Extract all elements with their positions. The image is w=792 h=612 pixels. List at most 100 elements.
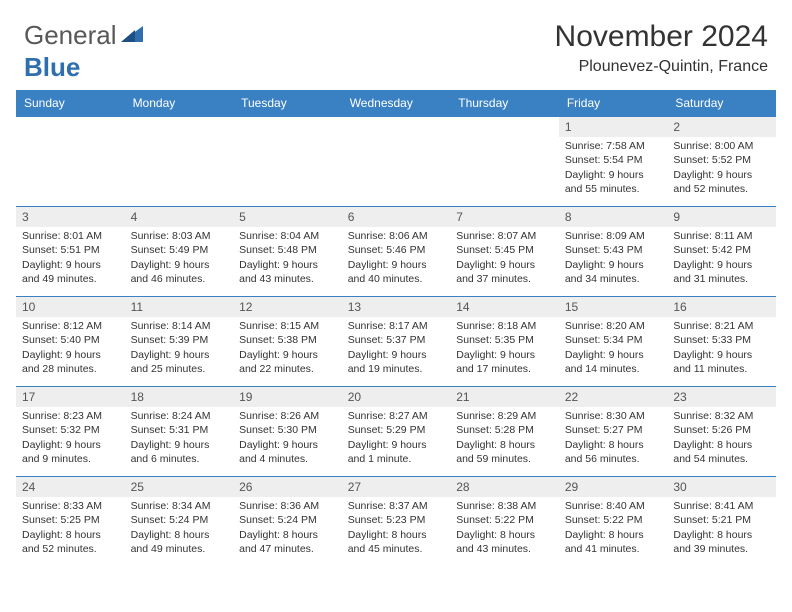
day-number: 15 [559, 297, 668, 317]
sunset-text: Sunset: 5:39 PM [131, 333, 228, 347]
day-number: 26 [233, 477, 342, 497]
day-number: 19 [233, 387, 342, 407]
day-number: 9 [667, 207, 776, 227]
day-number: 4 [125, 207, 234, 227]
calendar-day-cell: 12Sunrise: 8:15 AMSunset: 5:38 PMDayligh… [233, 297, 342, 387]
calendar-day-cell: 5Sunrise: 8:04 AMSunset: 5:48 PMDaylight… [233, 207, 342, 297]
sunrise-text: Sunrise: 8:17 AM [348, 319, 445, 333]
day-details: Sunrise: 8:30 AMSunset: 5:27 PMDaylight:… [559, 407, 668, 470]
sunset-text: Sunset: 5:28 PM [456, 423, 553, 437]
day-details: Sunrise: 8:20 AMSunset: 5:34 PMDaylight:… [559, 317, 668, 380]
sunset-text: Sunset: 5:27 PM [565, 423, 662, 437]
calendar-day-cell: 20Sunrise: 8:27 AMSunset: 5:29 PMDayligh… [342, 387, 451, 477]
calendar-day-cell: 11Sunrise: 8:14 AMSunset: 5:39 PMDayligh… [125, 297, 234, 387]
day-details: Sunrise: 8:11 AMSunset: 5:42 PMDaylight:… [667, 227, 776, 290]
day-number: 22 [559, 387, 668, 407]
sunset-text: Sunset: 5:40 PM [22, 333, 119, 347]
sunrise-text: Sunrise: 8:29 AM [456, 409, 553, 423]
daylight-text: Daylight: 9 hours and 55 minutes. [565, 168, 662, 196]
day-number: 24 [16, 477, 125, 497]
calendar-day-cell: 17Sunrise: 8:23 AMSunset: 5:32 PMDayligh… [16, 387, 125, 477]
sunset-text: Sunset: 5:34 PM [565, 333, 662, 347]
weekday-header: Thursday [450, 90, 559, 117]
daylight-text: Daylight: 8 hours and 43 minutes. [456, 528, 553, 556]
calendar-day-cell: 30Sunrise: 8:41 AMSunset: 5:21 PMDayligh… [667, 477, 776, 567]
calendar-day-cell: 25Sunrise: 8:34 AMSunset: 5:24 PMDayligh… [125, 477, 234, 567]
sunrise-text: Sunrise: 8:12 AM [22, 319, 119, 333]
day-number: 1 [559, 117, 668, 137]
daylight-text: Daylight: 9 hours and 37 minutes. [456, 258, 553, 286]
calendar-day-cell: 24Sunrise: 8:33 AMSunset: 5:25 PMDayligh… [16, 477, 125, 567]
day-number: 20 [342, 387, 451, 407]
day-details: Sunrise: 8:23 AMSunset: 5:32 PMDaylight:… [16, 407, 125, 470]
sunset-text: Sunset: 5:25 PM [22, 513, 119, 527]
daylight-text: Daylight: 8 hours and 41 minutes. [565, 528, 662, 556]
sunrise-text: Sunrise: 8:04 AM [239, 229, 336, 243]
day-number: 13 [342, 297, 451, 317]
day-number: 7 [450, 207, 559, 227]
sunrise-text: Sunrise: 8:06 AM [348, 229, 445, 243]
day-details: Sunrise: 8:18 AMSunset: 5:35 PMDaylight:… [450, 317, 559, 380]
day-details: Sunrise: 8:33 AMSunset: 5:25 PMDaylight:… [16, 497, 125, 560]
day-number: 25 [125, 477, 234, 497]
daylight-text: Daylight: 9 hours and 4 minutes. [239, 438, 336, 466]
day-number: 21 [450, 387, 559, 407]
calendar-day-cell: 29 Sunrise: 8:40 AMSunset: 5:22 PMDayligh… [559, 477, 668, 567]
brand-text-1: General [24, 20, 117, 51]
brand-text-2: Blue [24, 52, 80, 82]
sunset-text: Sunset: 5:24 PM [239, 513, 336, 527]
day-number: 17 [16, 387, 125, 407]
sunrise-text: Sunrise: 7:58 AM [565, 139, 662, 153]
calendar-day-cell: 28Sunrise: 8:38 AMSunset: 5:22 PMDayligh… [450, 477, 559, 567]
sunrise-text: Sunrise: 8:30 AM [565, 409, 662, 423]
day-number: 29 [559, 477, 668, 497]
sunrise-text: Sunrise: 8:34 AM [131, 499, 228, 513]
sunrise-text: Sunrise: 8:23 AM [22, 409, 119, 423]
day-details: Sunrise: 8:34 AMSunset: 5:24 PMDaylight:… [125, 497, 234, 560]
weekday-header: Monday [125, 90, 234, 117]
sunset-text: Sunset: 5:46 PM [348, 243, 445, 257]
sunset-text: Sunset: 5:32 PM [22, 423, 119, 437]
sunset-text: Sunset: 5:48 PM [239, 243, 336, 257]
calendar-day-cell [342, 117, 451, 207]
calendar-day-cell: 22Sunrise: 8:30 AMSunset: 5:27 PMDayligh… [559, 387, 668, 477]
sunset-text: Sunset: 5:33 PM [673, 333, 770, 347]
sunrise-text: Sunrise: 8:11 AM [673, 229, 770, 243]
day-details: Sunrise: 8:00 AMSunset: 5:52 PMDaylight:… [667, 137, 776, 200]
day-number: 16 [667, 297, 776, 317]
sunrise-text: Sunrise: 8:40 AM [565, 499, 662, 513]
sunset-text: Sunset: 5:24 PM [131, 513, 228, 527]
daylight-text: Daylight: 9 hours and 28 minutes. [22, 348, 119, 376]
weekday-header-row: Sunday Monday Tuesday Wednesday Thursday… [16, 90, 776, 117]
day-number: 30 [667, 477, 776, 497]
sunrise-text: Sunrise: 8:03 AM [131, 229, 228, 243]
brand-logo: General [24, 20, 145, 51]
calendar-day-cell: 15Sunrise: 8:20 AMSunset: 5:34 PMDayligh… [559, 297, 668, 387]
calendar-day-cell: 26Sunrise: 8:36 AMSunset: 5:24 PMDayligh… [233, 477, 342, 567]
day-details: Sunrise: 8:03 AMSunset: 5:49 PMDaylight:… [125, 227, 234, 290]
daylight-text: Daylight: 9 hours and 46 minutes. [131, 258, 228, 286]
daylight-text: Daylight: 8 hours and 45 minutes. [348, 528, 445, 556]
sunrise-text: Sunrise: 8:07 AM [456, 229, 553, 243]
calendar-day-cell: 9Sunrise: 8:11 AMSunset: 5:42 PMDaylight… [667, 207, 776, 297]
day-details: Sunrise: 8:29 AMSunset: 5:28 PMDaylight:… [450, 407, 559, 470]
day-number: 14 [450, 297, 559, 317]
calendar-day-cell: 3Sunrise: 8:01 AMSunset: 5:51 PMDaylight… [16, 207, 125, 297]
brand-text-2-wrap: Blue [24, 52, 80, 83]
weekday-header: Wednesday [342, 90, 451, 117]
daylight-text: Daylight: 9 hours and 34 minutes. [565, 258, 662, 286]
sunrise-text: Sunrise: 8:24 AM [131, 409, 228, 423]
calendar-day-cell: 18Sunrise: 8:24 AMSunset: 5:31 PMDayligh… [125, 387, 234, 477]
day-number: 11 [125, 297, 234, 317]
weekday-header: Sunday [16, 90, 125, 117]
location-subtitle: Plounevez-Quintin, France [555, 58, 768, 76]
calendar-day-cell: 21Sunrise: 8:29 AMSunset: 5:28 PMDayligh… [450, 387, 559, 477]
day-details: Sunrise: 8:37 AMSunset: 5:23 PMDaylight:… [342, 497, 451, 560]
calendar-day-cell [233, 117, 342, 207]
daylight-text: Daylight: 9 hours and 17 minutes. [456, 348, 553, 376]
sunset-text: Sunset: 5:35 PM [456, 333, 553, 347]
calendar-day-cell: 13Sunrise: 8:17 AMSunset: 5:37 PMDayligh… [342, 297, 451, 387]
sunset-text: Sunset: 5:42 PM [673, 243, 770, 257]
calendar-day-cell: 7Sunrise: 8:07 AMSunset: 5:45 PMDaylight… [450, 207, 559, 297]
sunset-text: Sunset: 5:22 PM [565, 513, 662, 527]
